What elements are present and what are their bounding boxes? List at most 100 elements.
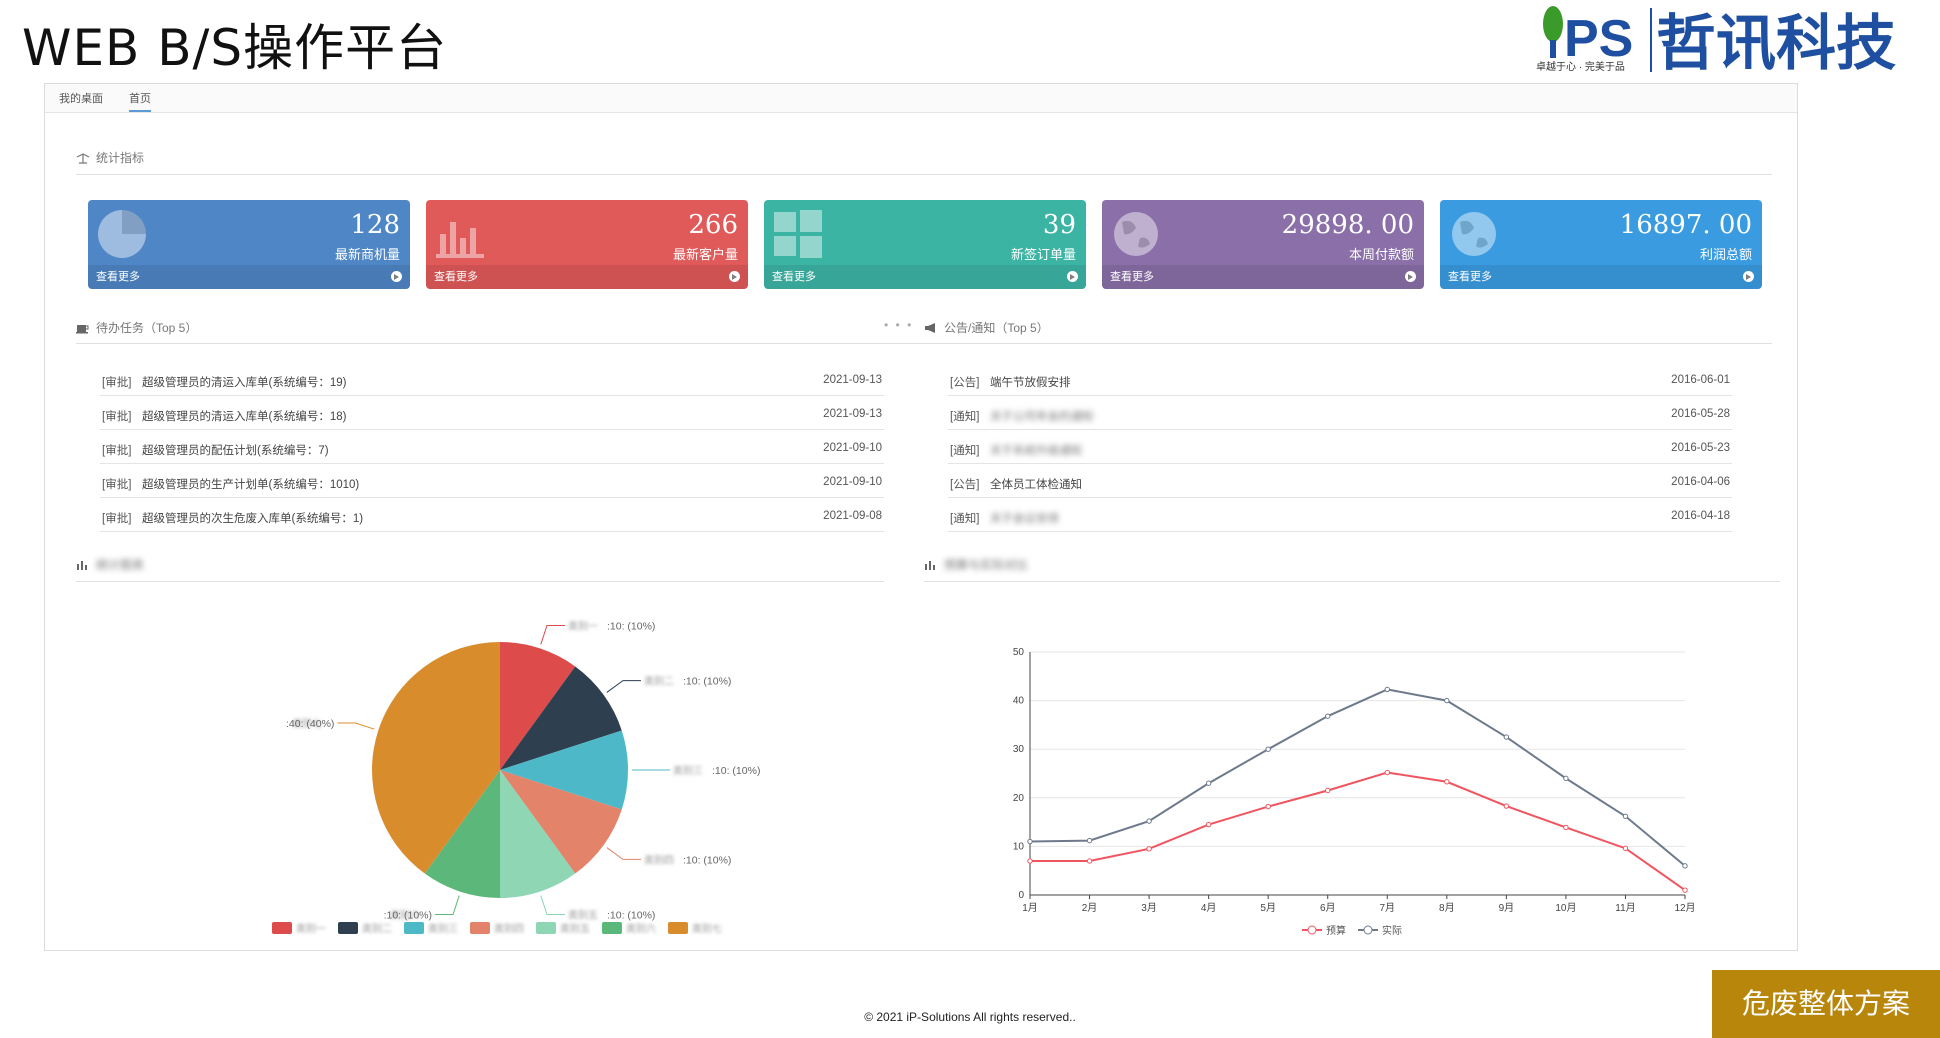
more-dots-icon[interactable]: • • • bbox=[884, 318, 914, 332]
x-tick-label: 12月 bbox=[1674, 902, 1695, 914]
data-point[interactable] bbox=[1682, 863, 1688, 869]
view-more-link[interactable]: 查看更多 bbox=[88, 265, 410, 289]
logo-name: 哲讯科技 bbox=[1656, 9, 1896, 76]
x-tick-label: 7月 bbox=[1379, 902, 1395, 914]
task-row[interactable]: [审批] 超级管理员的生产计划单(系统编号：1010) 2021-09-10 bbox=[100, 464, 884, 498]
view-more-link[interactable]: 查看更多 bbox=[1102, 265, 1424, 289]
balance-scale-icon bbox=[76, 152, 90, 164]
data-point[interactable] bbox=[1563, 824, 1569, 831]
notice-row[interactable]: [公告] 全体员工体检通知 2016-04-06 bbox=[948, 464, 1732, 498]
stat-card[interactable]: 16897. 00 利润总额 查看更多 bbox=[1440, 200, 1762, 289]
y-tick-label: 10 bbox=[1013, 841, 1025, 852]
stat-label: 利润总额 bbox=[1699, 247, 1752, 262]
data-point[interactable] bbox=[1444, 779, 1450, 785]
task-list: [审批] 超级管理员的清运入库单(系统编号：19) 2021-09-13 [审批] 超级… bbox=[100, 362, 884, 532]
data-point[interactable] bbox=[1563, 775, 1569, 782]
data-point[interactable] bbox=[1205, 780, 1212, 786]
item-title[interactable]: 超级管理员的清运入库单(系统编号：19) bbox=[142, 377, 347, 389]
pie-slice-label: :10: (10%) bbox=[683, 854, 731, 866]
item-title[interactable]: 超级管理员的生产计划单(系统编号：1010) bbox=[142, 479, 360, 491]
tab-home[interactable]: 首页 bbox=[129, 90, 151, 112]
view-more-link[interactable]: 查看更多 bbox=[426, 265, 748, 289]
task-row[interactable]: [审批] 超级管理员的清运入库单(系统编号：19) 2021-09-13 bbox=[100, 362, 884, 396]
data-point[interactable] bbox=[1384, 769, 1390, 776]
stat-label: 新签订单量 bbox=[1010, 247, 1076, 262]
data-point[interactable] bbox=[1146, 846, 1152, 852]
pie-slice-label: :10: (10%) bbox=[712, 765, 760, 777]
stat-card[interactable]: 29898. 00 本周付款额 查看更多 bbox=[1102, 200, 1424, 289]
item-title[interactable]: 关于系统升级通知 bbox=[990, 445, 1082, 457]
data-point[interactable] bbox=[1086, 858, 1093, 864]
item-title[interactable]: 关于公司年会的通知 bbox=[990, 411, 1094, 423]
task-row[interactable]: [审批] 超级管理员的配伍计划(系统编号：7) 2021-09-10 bbox=[100, 430, 884, 464]
y-tick-label: 30 bbox=[1013, 744, 1025, 755]
tab-my-desktop[interactable]: 我的桌面 bbox=[59, 93, 103, 105]
legend-swatch[interactable] bbox=[470, 922, 490, 934]
data-point[interactable] bbox=[1325, 713, 1331, 719]
data-point[interactable] bbox=[1027, 858, 1033, 864]
company-logo: PS 卓越于心 · 完美于品 哲讯科技 bbox=[1536, 6, 1896, 76]
item-title[interactable]: 关于会议安排 bbox=[990, 513, 1059, 525]
legend-swatch[interactable] bbox=[602, 922, 622, 934]
pie-chart: 类别一:10: (10%)类别二:10: (10%)类别三:10: (10%)类… bbox=[272, 619, 760, 935]
data-point[interactable] bbox=[1622, 813, 1629, 819]
notice-row[interactable]: [通知] 关于公司年会的通知 2016-05-28 bbox=[948, 396, 1732, 430]
data-point[interactable] bbox=[1086, 837, 1093, 844]
x-tick-label: 11月 bbox=[1615, 902, 1635, 914]
pie-slice-name: 类别六 bbox=[390, 909, 420, 922]
legend-swatch[interactable] bbox=[404, 922, 424, 934]
legend-label: 类别三 bbox=[428, 922, 458, 935]
stat-value: 39 bbox=[1042, 210, 1076, 240]
view-more-link[interactable]: 查看更多 bbox=[1440, 265, 1762, 289]
pie-slice[interactable] bbox=[500, 770, 622, 874]
data-point[interactable] bbox=[1384, 686, 1390, 693]
view-more-label: 查看更多 bbox=[1110, 271, 1154, 283]
data-point[interactable] bbox=[1265, 803, 1271, 810]
notices-section-title: 公告/通知（Top 5） bbox=[944, 321, 1049, 335]
series-line[interactable] bbox=[1030, 771, 1686, 891]
item-title[interactable]: 超级管理员的次生危废入库单(系统编号：1) bbox=[142, 513, 364, 525]
stat-card[interactable]: 128 最新商机量 查看更多 bbox=[88, 200, 410, 289]
legend-swatch[interactable] bbox=[338, 922, 358, 934]
pie-slice[interactable] bbox=[372, 642, 500, 874]
data-point[interactable] bbox=[1146, 818, 1152, 824]
item-title[interactable]: 超级管理员的清运入库单(系统编号：18) bbox=[142, 411, 347, 423]
data-point[interactable] bbox=[1682, 887, 1688, 893]
stat-label: 本周付款额 bbox=[1348, 247, 1414, 262]
task-row[interactable]: [审批] 超级管理员的清运入库单(系统编号：18) 2021-09-13 bbox=[100, 396, 884, 430]
data-point[interactable] bbox=[1622, 845, 1629, 852]
item-title[interactable]: 超级管理员的配伍计划(系统编号：7) bbox=[142, 445, 329, 457]
view-more-label: 查看更多 bbox=[772, 271, 816, 283]
notices-section-header: 公告/通知（Top 5） bbox=[924, 319, 1049, 336]
pie-slice[interactable] bbox=[500, 642, 576, 770]
arrow-circle-right-icon bbox=[391, 271, 402, 282]
notice-row[interactable]: [通知] 关于系统升级通知 2016-05-23 bbox=[948, 430, 1732, 464]
data-point[interactable] bbox=[1325, 787, 1331, 794]
x-tick-label: 6月 bbox=[1320, 902, 1336, 914]
item-title[interactable]: 全体员工体检通知 bbox=[990, 479, 1082, 491]
item-tag: [公告] bbox=[950, 377, 980, 389]
notice-row[interactable]: [公告] 端午节放假安排 2016-06-01 bbox=[948, 362, 1732, 396]
legend-swatch[interactable] bbox=[536, 922, 556, 934]
legend-swatch[interactable] bbox=[272, 922, 292, 934]
view-more-link[interactable]: 查看更多 bbox=[764, 265, 1086, 289]
leaf-icon bbox=[1543, 6, 1563, 58]
x-tick-label: 9月 bbox=[1499, 902, 1515, 914]
legend-swatch[interactable] bbox=[668, 922, 688, 934]
data-point[interactable] bbox=[1027, 838, 1033, 845]
data-point[interactable] bbox=[1205, 821, 1212, 828]
stat-card[interactable]: 39 新签订单量查看更多 bbox=[764, 200, 1086, 289]
stat-card[interactable]: 266 最新客户量 查看更多 bbox=[426, 200, 748, 289]
item-title[interactable]: 端午节放假安排 bbox=[990, 377, 1071, 389]
pie-slice[interactable] bbox=[500, 730, 628, 810]
pie-slice[interactable] bbox=[500, 770, 576, 898]
data-point[interactable] bbox=[1503, 734, 1510, 740]
pie-slice[interactable] bbox=[424, 770, 500, 898]
data-point[interactable] bbox=[1503, 803, 1510, 809]
series-line[interactable] bbox=[1029, 688, 1686, 867]
task-row[interactable]: [审批] 超级管理员的次生危废入库单(系统编号：1) 2021-09-08 bbox=[100, 498, 884, 532]
pie-slice[interactable] bbox=[500, 666, 622, 770]
data-point[interactable] bbox=[1265, 746, 1271, 752]
data-point[interactable] bbox=[1444, 697, 1450, 704]
notice-row[interactable]: [通知] 关于会议安排 2016-04-18 bbox=[948, 498, 1732, 532]
